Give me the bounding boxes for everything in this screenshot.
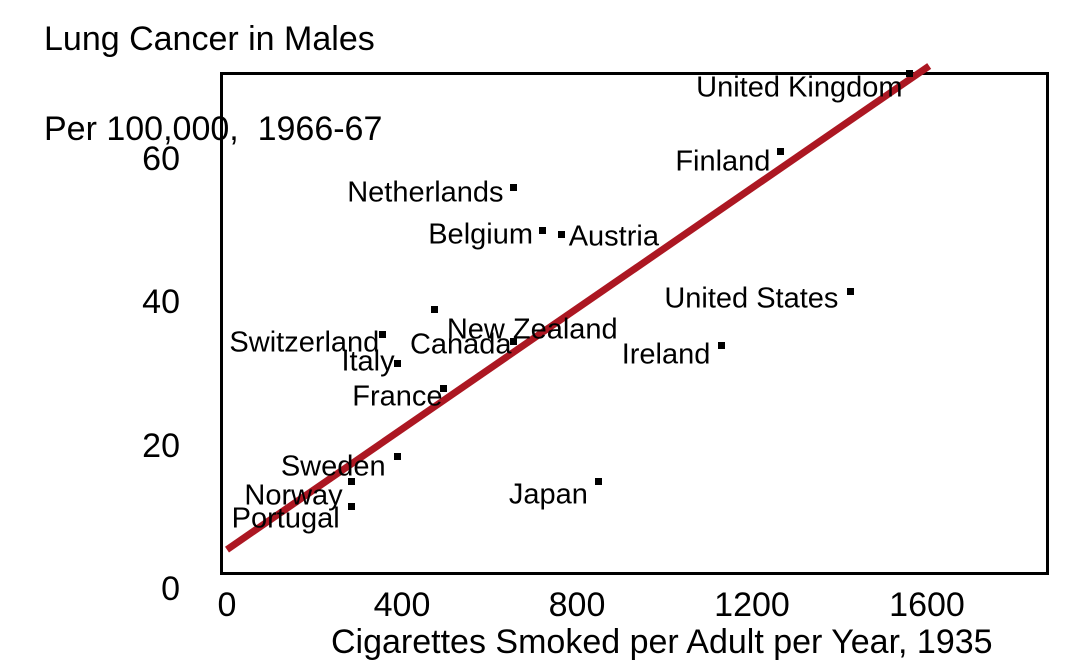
country-label-netherlands: Netherlands: [347, 176, 504, 209]
chart-title-line2: Per 100,000, 1966-67: [44, 110, 383, 148]
x-tick-label-1600: 1600: [889, 586, 965, 624]
data-point-switzerland: [378, 331, 386, 339]
x-tick-label-400: 400: [373, 586, 431, 624]
y-tick-label-60: 60: [142, 140, 180, 179]
country-label-united-kingdom: United Kingdom: [696, 71, 903, 104]
chart-title: Lung Cancer in Males Per 100,000, 1966-6…: [44, 17, 382, 152]
data-point-ireland: [717, 341, 725, 349]
x-axis-title: Cigarettes Smoked per Adult per Year, 19…: [331, 623, 993, 661]
data-point-norway: [348, 478, 356, 486]
country-label-canada: Canada: [409, 328, 512, 361]
data-point-sweden: [394, 452, 402, 460]
data-point-netherlands: [510, 184, 518, 192]
country-label-united-states: United States: [664, 282, 839, 315]
y-tick-label-40: 40: [142, 283, 180, 322]
data-point-austria: [558, 230, 566, 238]
data-point-france: [440, 384, 448, 392]
x-tick-label-800: 800: [548, 586, 606, 624]
data-point-japan: [595, 478, 603, 486]
x-tick-label-0: 0: [217, 586, 237, 624]
data-point-canada: [510, 338, 518, 346]
country-label-france: France: [352, 380, 443, 413]
country-label-finland: Finland: [675, 145, 771, 178]
data-point-new-zealand: [431, 306, 439, 314]
chart-title-line1: Lung Cancer in Males: [44, 20, 375, 58]
data-point-finland: [776, 148, 784, 156]
country-label-portugal: Portugal: [231, 502, 340, 535]
x-tick-label-1200: 1200: [714, 586, 790, 624]
data-point-united-states: [846, 288, 854, 296]
country-label-belgium: Belgium: [428, 218, 533, 251]
y-tick-label-20: 20: [142, 426, 180, 465]
data-point-united-kingdom: [906, 69, 913, 77]
y-tick-label-0: 0: [161, 570, 180, 608]
country-label-ireland: Ireland: [621, 338, 711, 371]
data-point-portugal: [348, 503, 356, 511]
data-point-italy: [394, 359, 402, 367]
data-point-belgium: [538, 227, 546, 235]
country-label-sweden: Sweden: [280, 450, 386, 483]
country-label-japan: Japan: [508, 478, 588, 511]
country-label-austria: Austria: [568, 220, 659, 253]
country-label-italy: Italy: [341, 345, 395, 378]
